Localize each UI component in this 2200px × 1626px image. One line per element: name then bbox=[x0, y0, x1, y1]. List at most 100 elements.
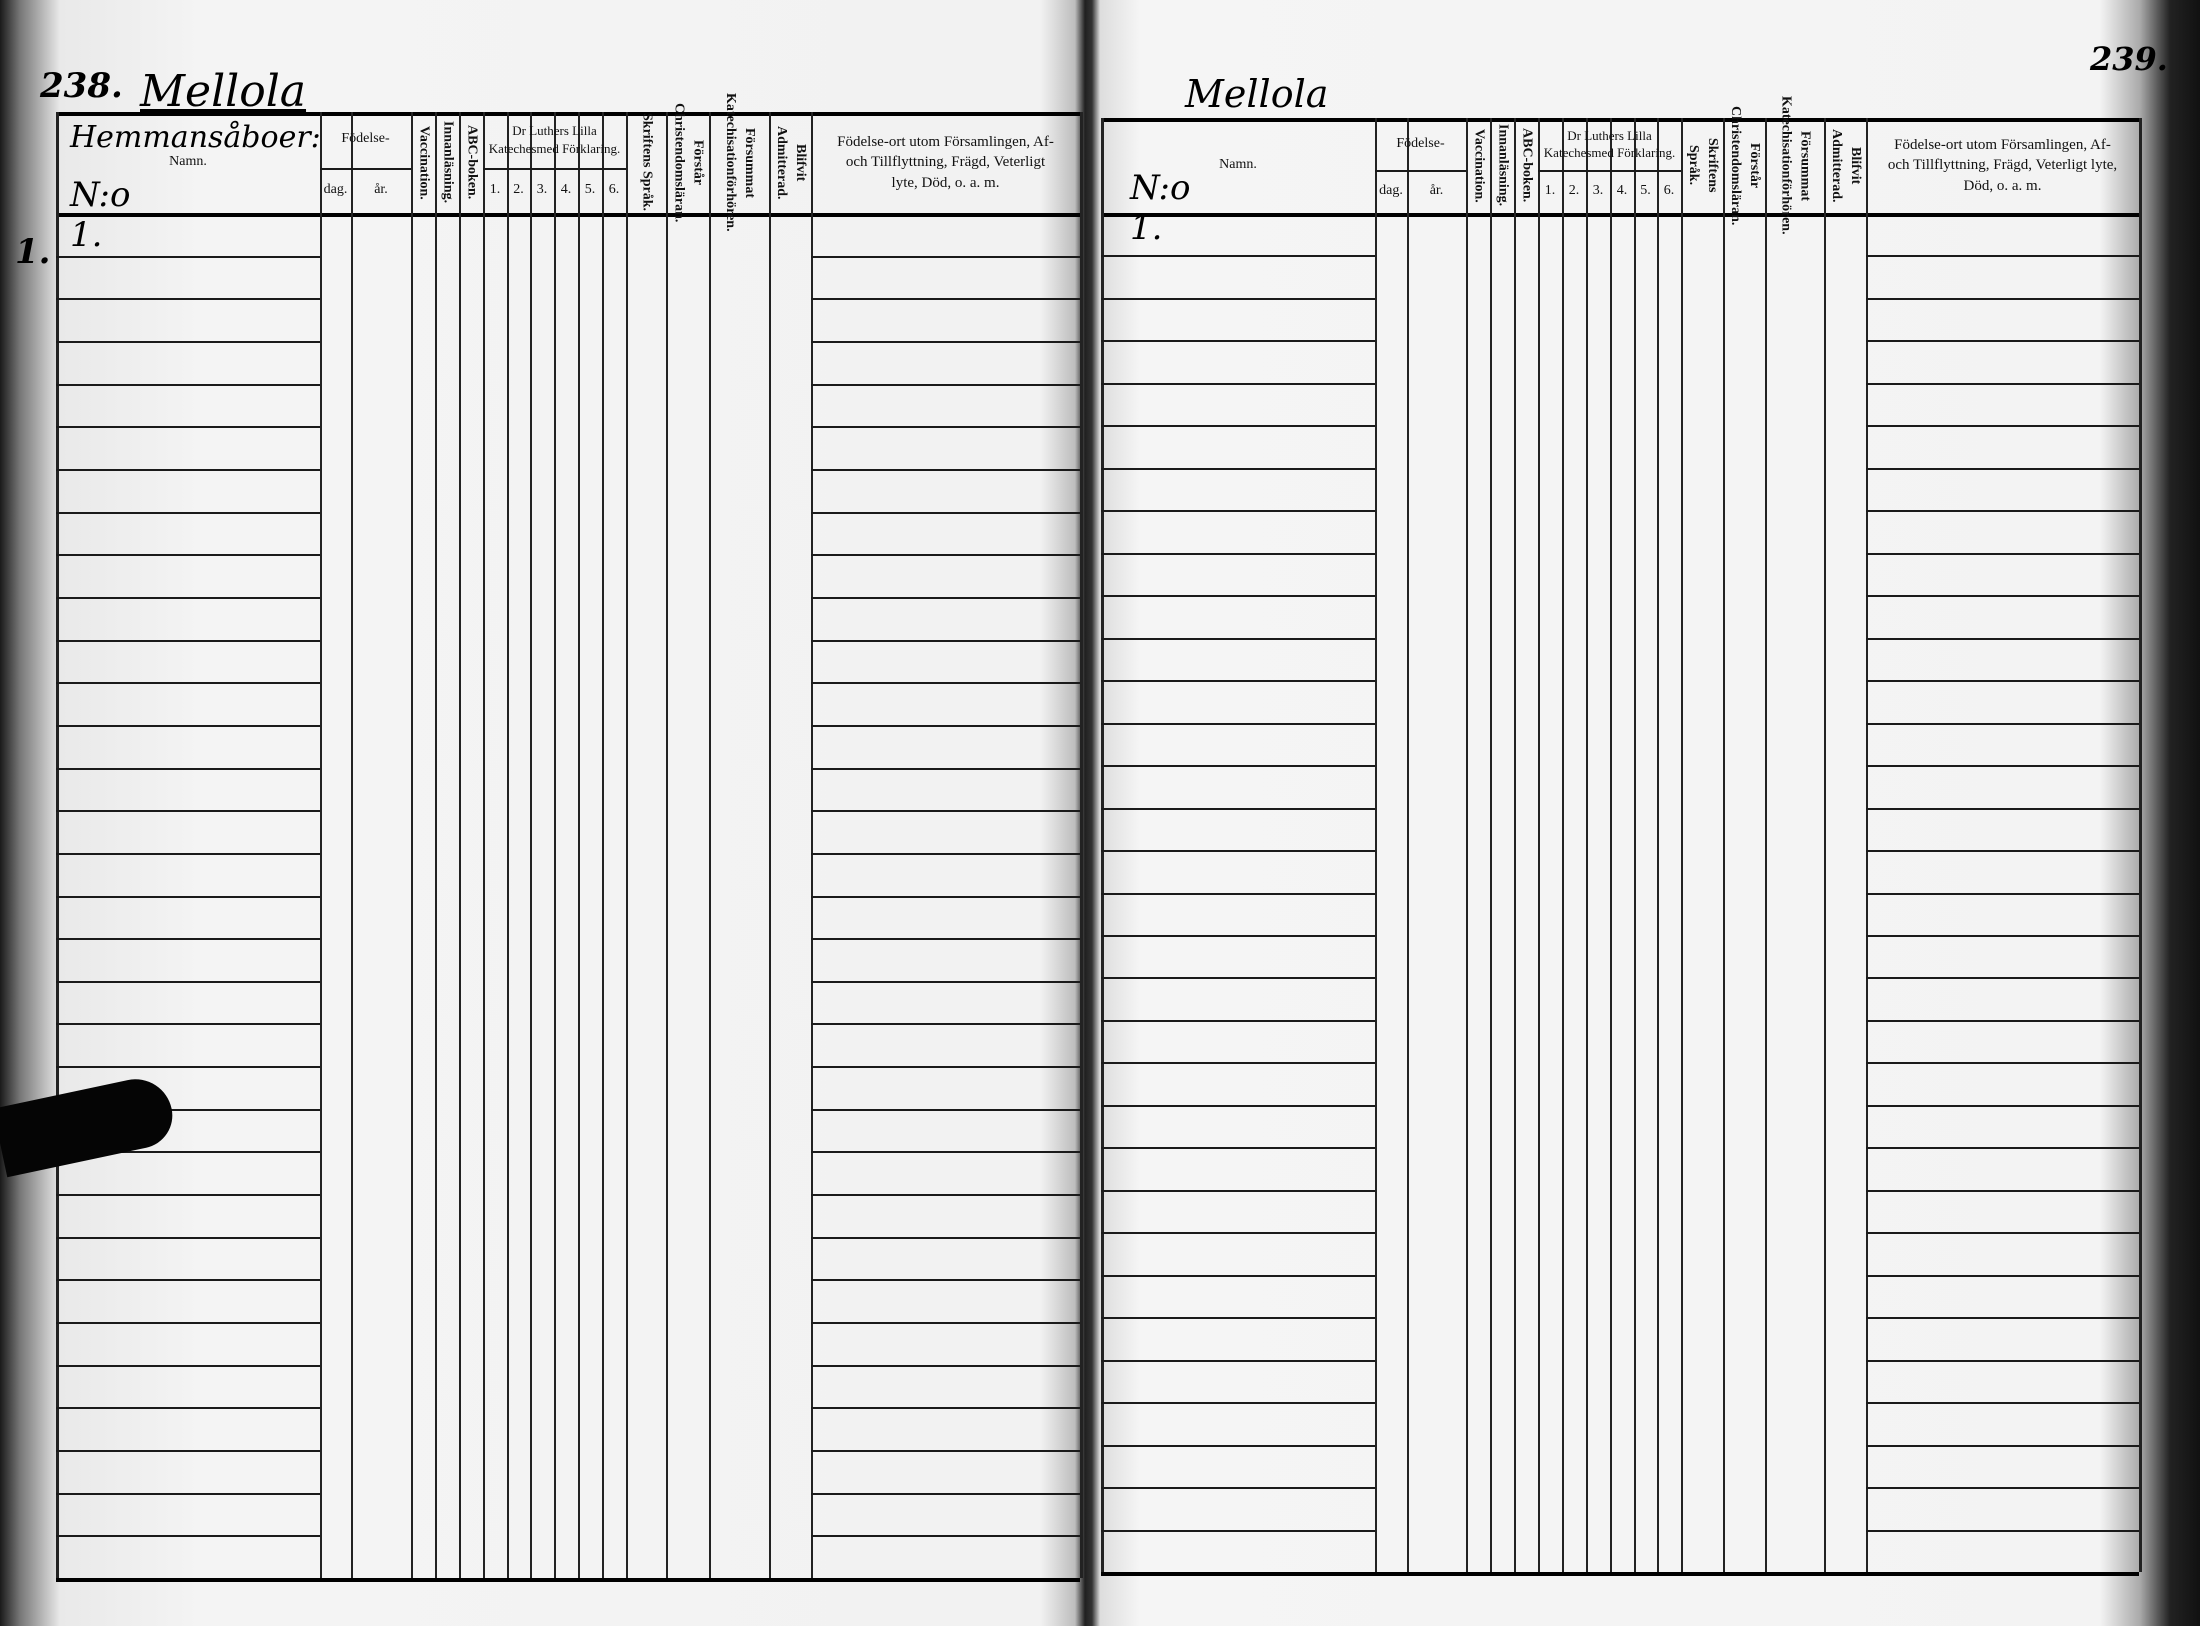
row-rule bbox=[1866, 382, 2139, 385]
catechism-part-header: 5. bbox=[584, 181, 596, 197]
row-rule bbox=[811, 639, 1080, 642]
column-divider bbox=[1586, 118, 1588, 1572]
row-rule bbox=[1101, 467, 1375, 470]
row-rule bbox=[811, 1364, 1080, 1367]
admitted-header: Blifvit Admitterad. bbox=[1829, 128, 1863, 203]
row-rule bbox=[811, 980, 1080, 983]
row-rule bbox=[56, 810, 320, 813]
understands-header: Förstår Christendomsläran. bbox=[671, 102, 706, 223]
row-rule bbox=[1101, 1104, 1375, 1107]
column-divider bbox=[1824, 118, 1826, 1572]
column-divider bbox=[1080, 112, 1083, 1578]
header-top-rule bbox=[1101, 118, 2139, 122]
row-rule bbox=[1866, 680, 2139, 683]
catechism-header: Dr Luthers Lilla Katechesmed Förklaring. bbox=[1543, 127, 1676, 161]
column-divider bbox=[769, 112, 771, 1578]
row-rule bbox=[1101, 1487, 1375, 1490]
row-rule bbox=[1866, 722, 2139, 725]
row-rule bbox=[811, 383, 1080, 386]
table-bottom-rule bbox=[1101, 1572, 2139, 1576]
birth-header: Födelse- bbox=[1396, 135, 1445, 151]
row-rule bbox=[56, 1407, 320, 1410]
row-rule bbox=[56, 1450, 320, 1453]
catechism-part-header: 4. bbox=[1616, 183, 1628, 199]
column-divider bbox=[1514, 118, 1516, 1572]
row-rule bbox=[811, 554, 1080, 557]
row-rule bbox=[1101, 1529, 1375, 1532]
row-rule bbox=[1866, 552, 2139, 555]
row-rule bbox=[1101, 1402, 1375, 1405]
row-rule bbox=[1866, 934, 2139, 937]
catechism-part-header: 2. bbox=[513, 181, 524, 197]
missed-catechism-header: Försummat Katechisationförhören. bbox=[1778, 96, 1813, 235]
column-divider bbox=[666, 112, 668, 1578]
column-divider bbox=[578, 112, 580, 1578]
row-rule bbox=[1101, 1274, 1375, 1277]
row-rule bbox=[1101, 1189, 1375, 1192]
household-label: Hemmansåboer: bbox=[70, 120, 321, 155]
row-rule bbox=[1866, 1189, 2139, 1192]
row-rule bbox=[56, 895, 320, 898]
row-rule bbox=[1101, 1317, 1375, 1320]
row-rule bbox=[1866, 1232, 2139, 1235]
column-divider bbox=[507, 112, 509, 1578]
column-divider bbox=[1562, 118, 1564, 1572]
row-rule bbox=[1866, 595, 2139, 598]
row-rule bbox=[1101, 595, 1375, 598]
reading-header: Innanläsning. bbox=[440, 121, 456, 204]
header-bottom-rule bbox=[56, 213, 1080, 217]
row-rule bbox=[811, 938, 1080, 941]
row-rule bbox=[1101, 1444, 1375, 1447]
row-rule bbox=[811, 1279, 1080, 1282]
row-rule bbox=[811, 468, 1080, 471]
row-rule bbox=[1866, 765, 2139, 768]
row-rule bbox=[56, 1194, 320, 1197]
notes-header: Födelse-ort utom Församlingen, Af- och T… bbox=[837, 134, 1054, 191]
column-divider bbox=[530, 112, 532, 1578]
row-rule bbox=[1101, 1359, 1375, 1362]
scripture-header: Skriftens Språk. bbox=[639, 113, 655, 212]
column-divider bbox=[1407, 118, 1409, 1572]
catechism-part-header: 1. bbox=[1544, 183, 1556, 199]
row-rule bbox=[1866, 467, 2139, 470]
subheader-rule bbox=[1538, 170, 1681, 173]
name-header: Namn. bbox=[169, 154, 207, 170]
catechism-part-header: 2. bbox=[1568, 183, 1580, 199]
row-rule bbox=[1866, 340, 2139, 343]
row-rule bbox=[56, 340, 320, 343]
household-number: N:o 1. bbox=[70, 175, 131, 255]
row-rule bbox=[1101, 1232, 1375, 1235]
row-rule bbox=[56, 1492, 320, 1495]
row-rule bbox=[1866, 892, 2139, 895]
row-rule bbox=[811, 1151, 1080, 1154]
row-rule bbox=[1101, 637, 1375, 640]
row-rule bbox=[1866, 1019, 2139, 1022]
row-rule bbox=[56, 554, 320, 557]
catechism-part-header: 4. bbox=[560, 181, 572, 197]
row-rule bbox=[1101, 807, 1375, 810]
row-rule bbox=[1866, 1487, 2139, 1490]
page-number: 238. bbox=[40, 66, 123, 106]
row-rule bbox=[1866, 425, 2139, 428]
row-rule bbox=[811, 298, 1080, 301]
page-number: 239. bbox=[2090, 40, 2168, 78]
row-rule bbox=[811, 1407, 1080, 1410]
row-rule bbox=[56, 1151, 320, 1154]
row-rule bbox=[56, 383, 320, 386]
row-rule bbox=[1101, 977, 1375, 980]
row-rule bbox=[811, 810, 1080, 813]
column-divider bbox=[1101, 118, 1104, 1572]
row-rule bbox=[811, 1492, 1080, 1495]
column-divider bbox=[1610, 118, 1612, 1572]
catechism-part-header: 1. bbox=[489, 181, 501, 197]
row-rule bbox=[56, 1364, 320, 1367]
catechism-part-header: 3. bbox=[1592, 183, 1604, 199]
row-rule bbox=[56, 1322, 320, 1325]
row-rule bbox=[56, 1279, 320, 1282]
row-rule bbox=[811, 1236, 1080, 1239]
column-divider bbox=[1634, 118, 1636, 1572]
row-rule bbox=[56, 1535, 320, 1538]
abc-book-header: ABC-boken. bbox=[1519, 128, 1535, 203]
header-top-rule bbox=[56, 112, 1080, 116]
